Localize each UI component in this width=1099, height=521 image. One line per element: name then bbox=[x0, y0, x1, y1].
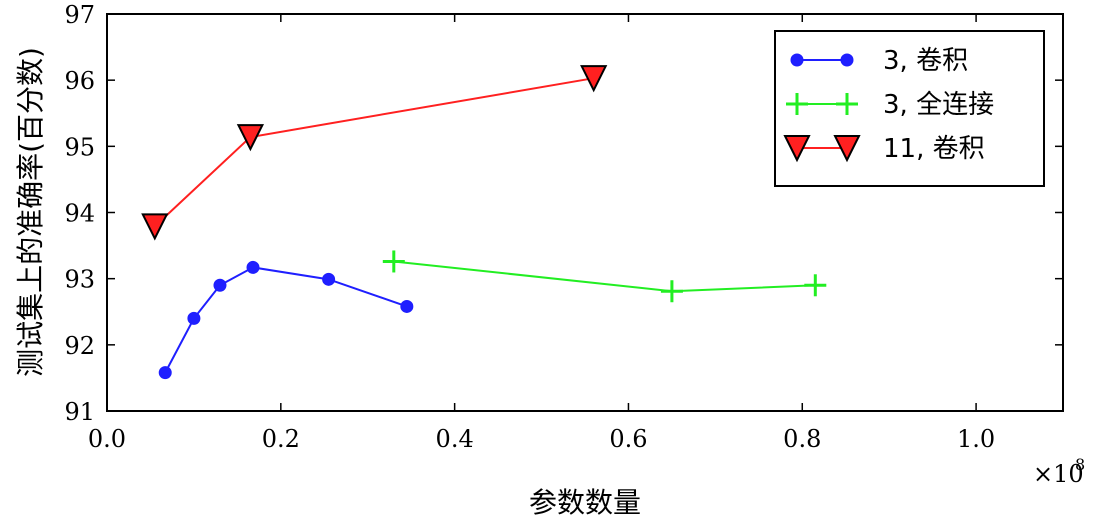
x-tick-label: 1.0 bbox=[957, 425, 995, 453]
legend-box bbox=[774, 30, 1045, 187]
y-tick-label: 93 bbox=[64, 266, 95, 294]
data-point bbox=[660, 280, 683, 303]
legend-entry: 3, 卷积 bbox=[790, 46, 968, 76]
data-point bbox=[158, 366, 172, 380]
data-point bbox=[580, 65, 608, 93]
legend-marker bbox=[790, 53, 804, 67]
legend-label: 3, 卷积 bbox=[883, 46, 968, 76]
legend-marker bbox=[783, 135, 811, 163]
y-axis: 91 92 93 94 95 96 97 bbox=[64, 1, 1063, 426]
data-point bbox=[141, 213, 169, 241]
data-point bbox=[213, 278, 227, 292]
data-point bbox=[187, 311, 201, 325]
x-axis: 0.0 0.2 0.4 0.6 0.8 1.0 bbox=[88, 14, 995, 453]
legend-marker bbox=[786, 93, 808, 115]
x-tick-label: 0.0 bbox=[88, 425, 126, 453]
data-point bbox=[236, 124, 265, 152]
y-tick-label: 96 bbox=[64, 67, 95, 95]
y-tick-label: 97 bbox=[64, 1, 95, 29]
x-tick-label: 0.6 bbox=[609, 425, 647, 453]
data-point bbox=[246, 260, 260, 274]
y-tick-label: 94 bbox=[64, 200, 95, 228]
legend-entry: 11, 卷积 bbox=[783, 134, 985, 164]
legend-label: 11, 卷积 bbox=[883, 134, 985, 164]
data-point bbox=[400, 299, 414, 313]
series-1 bbox=[382, 250, 827, 303]
x-axis-title: 参数数量 bbox=[529, 486, 641, 519]
x-tick-label: 0.2 bbox=[262, 425, 300, 453]
legend-marker bbox=[836, 93, 858, 115]
legend: 3, 卷积 3, 全连接 11, 卷积 bbox=[774, 30, 1045, 187]
x-tick-label: 0.4 bbox=[436, 425, 474, 453]
x-multiplier-label: ×10 bbox=[1033, 460, 1084, 488]
series-2 bbox=[141, 65, 608, 241]
x-multiplier-exponent: 8 bbox=[1075, 455, 1085, 474]
data-point bbox=[804, 274, 827, 297]
series-0 bbox=[158, 260, 414, 380]
x-tick-label: 0.8 bbox=[783, 425, 821, 453]
y-tick-label: 92 bbox=[64, 332, 95, 360]
y-axis-title: 测试集上的准确率(百分数) bbox=[14, 47, 47, 377]
series-line bbox=[164, 266, 408, 374]
legend-entry: 3, 全连接 bbox=[786, 90, 994, 120]
legend-marker bbox=[833, 135, 861, 163]
y-tick-label: 91 bbox=[64, 398, 95, 426]
series-layer bbox=[141, 65, 827, 380]
legend-marker bbox=[840, 53, 854, 67]
series-line bbox=[393, 260, 816, 293]
data-point bbox=[382, 250, 405, 273]
series-line bbox=[154, 77, 594, 228]
data-point bbox=[322, 272, 336, 286]
legend-label: 3, 全连接 bbox=[883, 90, 994, 120]
y-tick-label: 95 bbox=[64, 133, 95, 161]
